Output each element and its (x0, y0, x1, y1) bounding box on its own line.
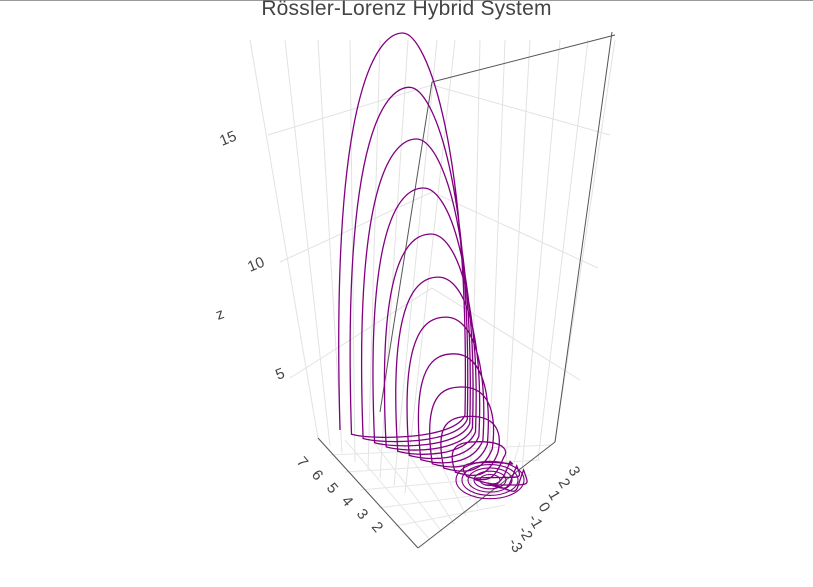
grid-line-right-3 (521, 39, 561, 471)
grid-line-right-0 (469, 39, 481, 501)
grid-lines (249, 39, 616, 549)
grid-line-right-1 (487, 39, 506, 491)
grid-line-left-2 (317, 39, 343, 454)
axis-edge-2 (554, 31, 613, 443)
axis-edge-1 (431, 34, 616, 83)
y-tick-label: 6 (308, 467, 326, 484)
grid-floor-7 (504, 441, 521, 493)
grid-floor-12 (394, 504, 506, 527)
y-tick-label: 7 (293, 454, 311, 471)
z-tick-label: 10 (245, 254, 267, 276)
grid-line-left-3 (349, 39, 356, 463)
axis-edge-3 (317, 437, 419, 549)
y-tick-label: 2 (368, 519, 386, 536)
grid-line-right-4 (537, 39, 589, 461)
grid-zlevel-1 (279, 191, 599, 269)
grid-line-left-1 (284, 39, 331, 447)
grid-zlevel-2 (289, 287, 581, 381)
grid-floor-11 (377, 489, 519, 509)
z-tick-label: 5 (273, 365, 287, 384)
y-tick-label: 5 (323, 480, 341, 497)
y-tick-label: 4 (338, 493, 356, 510)
grid-line-right-5 (554, 39, 616, 443)
y-tick-label: 3 (353, 506, 371, 523)
top-border (0, 0, 813, 1)
grid-line-right-2 (504, 39, 531, 481)
chart-title: Rössler-Lorenz Hybrid System (261, 0, 552, 20)
z-tick-label: 15 (217, 128, 239, 150)
trajectory-inner-spiral (455, 460, 525, 500)
grid-floor-4 (429, 440, 467, 517)
trajectory-series (338, 32, 528, 500)
axis-edge-0 (379, 81, 433, 413)
grid-line-left-4 (367, 39, 381, 471)
grid-line-left-6 (393, 39, 438, 487)
grid-line-left-7 (404, 39, 456, 494)
z-axis-title: z (214, 305, 227, 324)
grid-line-left-0 (249, 39, 319, 439)
grid-floor-8 (329, 444, 551, 456)
grid-floor-1 (344, 439, 431, 541)
trajectory-line (338, 32, 528, 492)
